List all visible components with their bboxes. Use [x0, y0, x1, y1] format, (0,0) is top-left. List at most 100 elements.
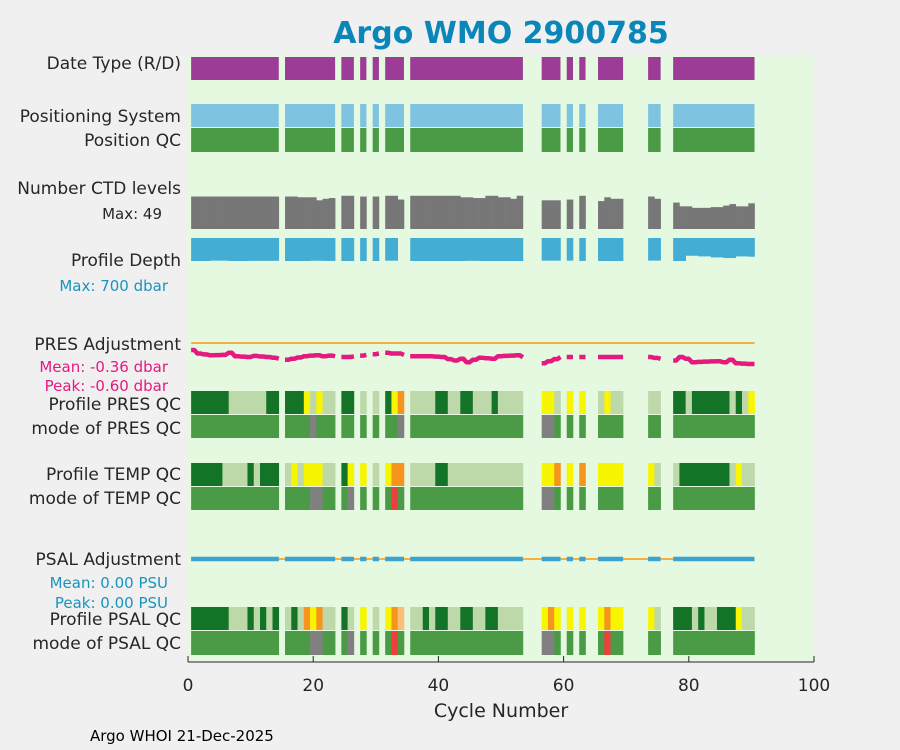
profile-depth-bar [698, 238, 705, 257]
profile-depth-bar [654, 238, 661, 261]
profile-pres-qc-cell [191, 391, 229, 414]
profile-psal-qc-cell [397, 607, 405, 630]
profile-psal-qc-cell [429, 607, 436, 630]
profile-pres-qc-cell [341, 391, 355, 414]
profile-temp-qc-cell [735, 463, 743, 486]
psal-adj-mean: Mean: 0.00 PSU [50, 574, 168, 592]
ctd-level-bar [454, 195, 461, 229]
profile-temp-qc-cell [285, 463, 292, 486]
date-type-bar [191, 57, 279, 80]
profile-psal-qc-cell [347, 607, 355, 630]
ctd-level-bar [648, 196, 655, 229]
profile-psal-qc-cell [604, 607, 611, 630]
mode-pres-qc-cell [541, 415, 555, 438]
position-qc-bar [410, 128, 523, 152]
mode-pres-qc-cell [285, 415, 311, 438]
profile-pres-qc-cell [541, 391, 555, 414]
profile-depth-bar [566, 238, 574, 261]
profile-psal-qc-cell [716, 607, 737, 630]
profile-depth-bar [748, 238, 755, 257]
mode-temp-qc-cell [410, 487, 524, 510]
mode-temp-qc-cell [541, 487, 555, 510]
position-qc-bar [372, 128, 379, 152]
profile-depth-bar [422, 238, 430, 261]
profile-psal-qc-cell [497, 607, 524, 630]
profile-depth-bar [228, 238, 236, 261]
label-mode-temp-qc: mode of TEMP QC [29, 489, 181, 509]
profile-temp-qc-cell [259, 463, 280, 486]
ctd-level-bar [735, 206, 743, 229]
position-qc-bar [648, 128, 661, 152]
mode-temp-qc-cell [554, 487, 561, 510]
position-qc-bar [285, 128, 336, 152]
profile-depth-bar [729, 238, 737, 259]
profile-depth-bar [460, 238, 467, 261]
profile-depth-bar [410, 238, 417, 261]
ctd-level-bar [303, 197, 311, 229]
profile-pres-qc-cell [397, 391, 405, 414]
profile-pres-qc-cell [598, 391, 605, 414]
profile-pres-qc-cell [491, 391, 499, 414]
profile-pres-qc-cell [435, 391, 449, 414]
date-type-bar [341, 57, 354, 80]
positioning-bar [579, 104, 586, 127]
profile-psal-qc-cell [385, 607, 392, 630]
profile-depth-bar [416, 238, 424, 261]
mode-pres-qc-cell [566, 415, 574, 438]
date-type-bar [285, 57, 336, 80]
profile-psal-qc-cell [598, 607, 605, 630]
ctd-level-bar [259, 196, 267, 229]
profile-pres-qc-cell [266, 391, 280, 414]
profile-temp-qc-cell [435, 463, 449, 486]
profile-psal-qc-cell [735, 607, 743, 630]
profile-temp-qc-cell [341, 463, 348, 486]
date-type-bar [579, 57, 586, 80]
ctd-level-bar [491, 195, 499, 229]
ctd-level-bar [554, 200, 561, 229]
profile-depth-bar [510, 238, 517, 261]
profile-depth-bar [285, 238, 292, 261]
mode-pres-qc-cell [360, 415, 367, 438]
ctd-level-bar [604, 197, 611, 229]
label-profile-temp-qc: Profile TEMP QC [46, 465, 181, 485]
mode-temp-qc-cell [372, 487, 380, 510]
position-qc-bar [598, 128, 624, 152]
ctd-level-bar [673, 202, 680, 229]
ctd-level-bar [328, 198, 336, 229]
profile-pres-qc-cell [410, 391, 436, 414]
ctd-level-bar [322, 198, 330, 229]
profile-psal-qc-cell [360, 607, 367, 630]
label-profile-pres-qc: Profile PRES QC [48, 395, 181, 415]
date-type-bar [598, 57, 624, 80]
row-labels: Date Type (R/D) Positioning System Posit… [17, 54, 181, 654]
ctd-level-bar [197, 196, 204, 229]
profile-temp-qc-cell [291, 463, 298, 486]
mode-pres-qc-cell [579, 415, 586, 438]
profile-depth-bar [723, 238, 730, 259]
ctd-level-bar [385, 195, 392, 229]
mode-pres-qc-cell [191, 415, 280, 438]
profile-pres-qc-cell [673, 391, 686, 414]
profile-psal-qc-cell [297, 607, 305, 630]
ctd-level-bar [429, 195, 436, 229]
positioning-bar [673, 104, 755, 127]
profile-temp-qc-cell [303, 463, 323, 486]
profile-psal-qc-cell [372, 607, 380, 630]
pres-adj-peak: Peak: -0.60 dbar [45, 377, 169, 395]
profile-pres-qc-cell [460, 391, 474, 414]
label-position-qc: Position QC [84, 131, 181, 151]
profile-depth-bar [191, 238, 198, 261]
ctd-level-bar [441, 195, 449, 229]
profile-depth-bar [516, 238, 524, 261]
ctd-level-bar [241, 196, 248, 229]
ctd-level-bar [710, 207, 718, 229]
profile-psal-qc-cell [285, 607, 292, 630]
profile-pres-qc-cell [729, 391, 737, 414]
profile-psal-qc-cell [698, 607, 705, 630]
profile-depth-bar [303, 238, 311, 261]
profile-depth-bar [435, 238, 442, 261]
mode-psal-qc-cell [566, 631, 574, 655]
profile-psal-qc-cell [654, 607, 661, 630]
mode-pres-qc-cell [385, 415, 399, 438]
ctd-level-bar [310, 197, 317, 229]
